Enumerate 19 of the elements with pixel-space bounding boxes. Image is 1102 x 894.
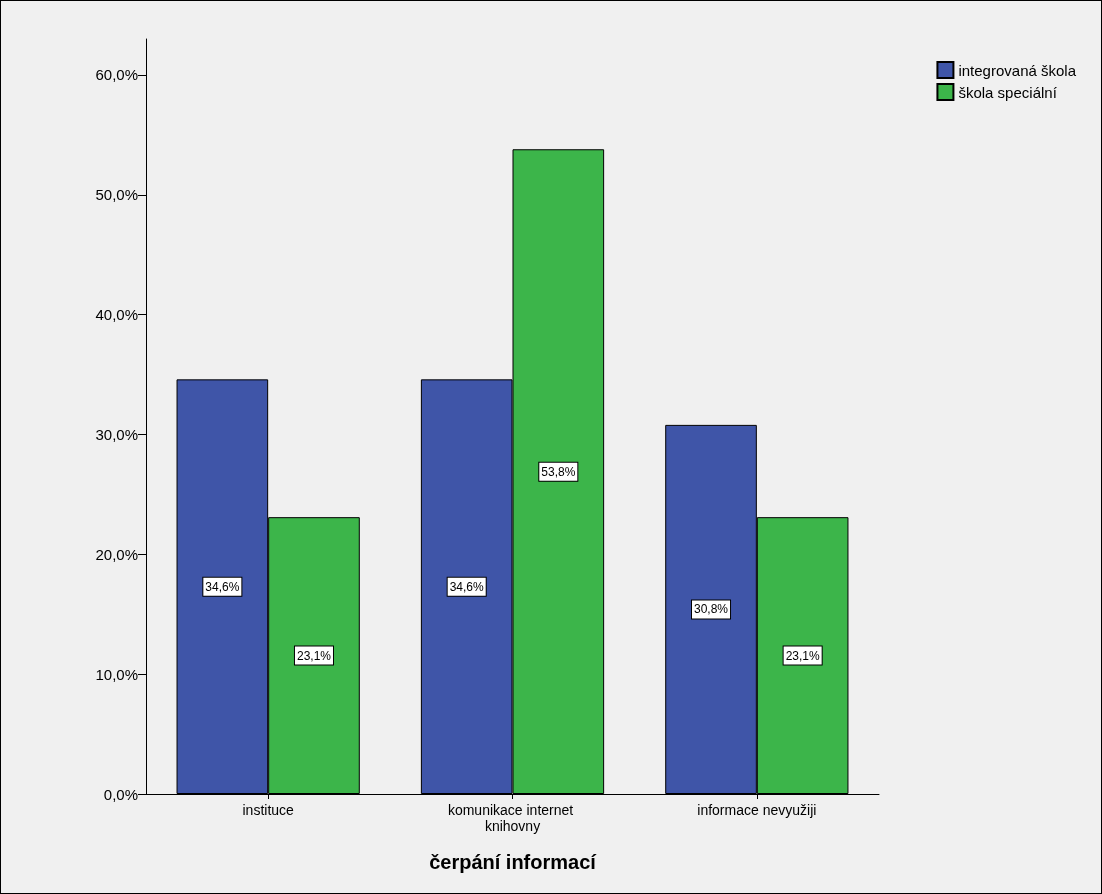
x-tick-label: komunikace internet knihovny — [447, 802, 578, 834]
y-tick-label: 50,0% — [95, 186, 138, 204]
y-tick-label: 20,0% — [95, 545, 138, 563]
x-tick-label: informace nevyužiji — [697, 802, 817, 818]
y-tick-label: 40,0% — [95, 306, 138, 324]
legend-label: škola speciální — [958, 83, 1058, 101]
data-label: 30,8% — [694, 602, 729, 617]
data-label: 34,6% — [205, 579, 240, 594]
data-label: 23,1% — [296, 648, 332, 663]
y-tick-label: 60,0% — [95, 66, 138, 84]
legend-label: integrovaná škola — [958, 61, 1077, 79]
x-tick-label: instituce — [242, 802, 295, 818]
data-label: 53,8% — [541, 464, 576, 479]
y-tick-label: 30,0% — [95, 425, 138, 443]
y-tick-label: 0,0% — [103, 785, 138, 803]
data-label: 34,6% — [449, 579, 485, 594]
y-tick-label: 10,0% — [95, 665, 138, 683]
x-axis-title: čerpání informací — [429, 851, 598, 873]
data-label: 23,1% — [785, 648, 820, 663]
